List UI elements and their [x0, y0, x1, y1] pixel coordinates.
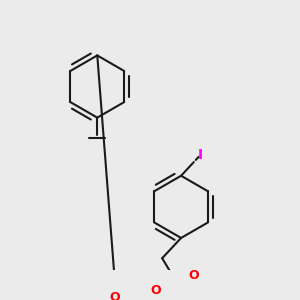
Text: O: O [188, 269, 199, 282]
Text: O: O [150, 284, 161, 297]
Text: I: I [197, 148, 202, 163]
Text: O: O [110, 291, 120, 300]
